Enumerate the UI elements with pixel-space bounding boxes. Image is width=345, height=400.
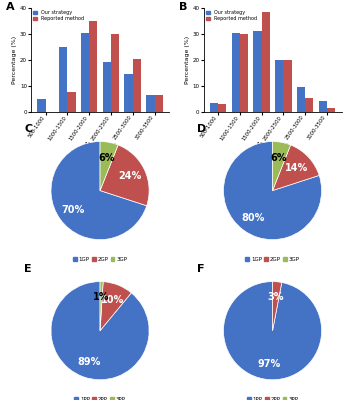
Text: 97%: 97% [258,359,281,369]
Legend: Our strategy, Reported method: Our strategy, Reported method [33,10,85,22]
Text: C: C [24,124,32,134]
Wedge shape [224,142,322,240]
Y-axis label: Percentage (%): Percentage (%) [185,36,190,84]
Text: 89%: 89% [77,357,100,367]
Bar [111,34,119,112]
Bar [133,58,141,112]
Text: F: F [197,264,204,274]
Wedge shape [100,145,149,206]
Text: 14%: 14% [285,163,308,173]
Text: B: B [179,2,187,12]
Text: E: E [24,264,32,274]
Text: 24%: 24% [119,171,142,181]
Bar [81,33,89,112]
Bar [284,60,292,112]
Bar [59,47,67,112]
Bar [327,108,335,112]
Wedge shape [51,282,149,380]
Wedge shape [273,145,319,190]
Wedge shape [100,142,118,190]
Y-axis label: Percentage (%): Percentage (%) [12,36,17,84]
Wedge shape [51,142,147,240]
Bar [262,12,270,112]
Legend: 1PP, 2PP, 3PP: 1PP, 2PP, 3PP [72,394,128,400]
Wedge shape [224,282,322,380]
Bar [125,74,133,112]
Bar [218,104,226,112]
Text: 70%: 70% [61,205,85,215]
Legend: 1GP, 2GP, 3GP: 1GP, 2GP, 3GP [71,254,129,264]
Bar [155,95,163,112]
Bar [240,34,248,112]
Bar [103,62,111,112]
Text: 6%: 6% [270,153,287,163]
Bar [146,95,155,112]
Text: 1%: 1% [93,292,109,302]
Bar [297,87,305,112]
Bar [89,21,97,112]
Bar [231,33,240,112]
Text: 80%: 80% [241,212,265,222]
Bar [253,31,262,112]
Text: 10%: 10% [101,295,124,305]
Text: 3%: 3% [267,292,284,302]
Wedge shape [273,142,290,190]
Text: 6%: 6% [98,153,115,163]
Legend: 1PP, 2PP, 3PP: 1PP, 2PP, 3PP [245,394,300,400]
Text: A: A [6,2,15,12]
Bar [275,60,284,112]
Legend: Our strategy, Reported method: Our strategy, Reported method [206,10,257,22]
X-axis label: Mw range: Mw range [85,142,116,148]
Text: D: D [197,124,206,134]
Bar [210,103,218,112]
Legend: 1GP, 2GP, 3GP: 1GP, 2GP, 3GP [243,254,302,264]
Bar [67,92,76,112]
Bar [37,99,46,112]
Bar [319,102,327,112]
Wedge shape [100,282,103,331]
X-axis label: Mw range: Mw range [257,142,288,148]
Bar [305,98,314,112]
Wedge shape [273,282,282,331]
Wedge shape [100,282,131,331]
